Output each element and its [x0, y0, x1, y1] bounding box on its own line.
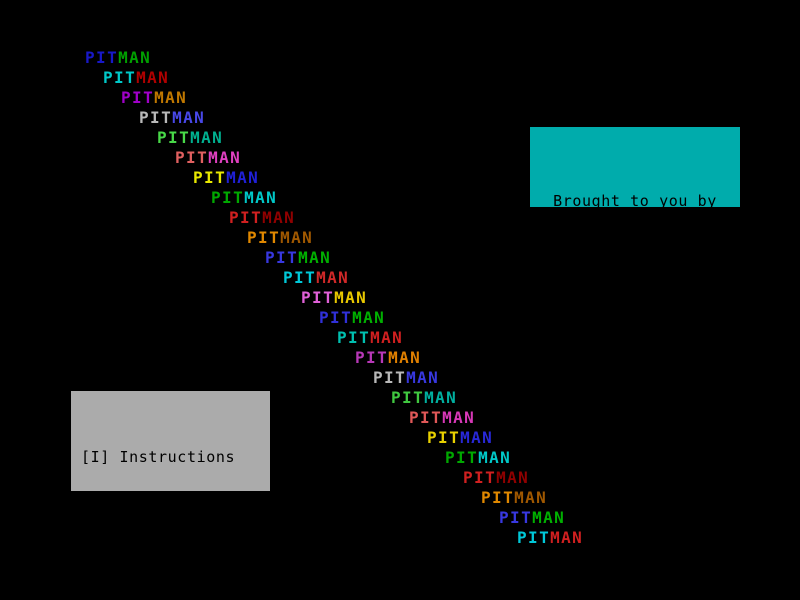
title-word-21-part-two: MAN — [478, 448, 512, 467]
title-word-9: PITMAN — [229, 210, 295, 226]
menu-item-play[interactable]: [P] Play — [81, 508, 159, 526]
title-word-20: PITMAN — [427, 430, 493, 446]
title-word-12-part-one: PIT — [283, 268, 317, 287]
title-word-22-part-two: MAN — [496, 468, 530, 487]
title-word-16: PITMAN — [355, 350, 421, 366]
title-word-24-part-one: PIT — [499, 508, 533, 527]
credit-line-two: hitchhikr Softworks — [543, 252, 727, 270]
title-word-16-part-two: MAN — [388, 348, 422, 367]
title-word-8-part-two: MAN — [244, 188, 278, 207]
title-word-14: PITMAN — [319, 310, 385, 326]
title-word-25: PITMAN — [517, 530, 583, 546]
title-word-13-part-one: PIT — [301, 288, 335, 307]
title-word-6: PITMAN — [175, 150, 241, 166]
title-word-5-part-one: PIT — [157, 128, 191, 147]
main-menu[interactable]: [I] Instructions [P] Play [S] Starting l… — [71, 391, 270, 586]
title-word-7: PITMAN — [193, 170, 259, 186]
title-word-20-part-one: PIT — [427, 428, 461, 447]
title-word-18-part-one: PIT — [391, 388, 425, 407]
title-word-6-part-one: PIT — [175, 148, 209, 167]
title-word-13-part-two: MAN — [334, 288, 368, 307]
title-word-16-part-one: PIT — [355, 348, 389, 367]
title-word-7-part-one: PIT — [193, 168, 227, 187]
credit-box: Brought to you by hitchhikr Softworks — [530, 127, 740, 270]
title-word-22: PITMAN — [463, 470, 529, 486]
title-word-22-part-one: PIT — [463, 468, 497, 487]
title-word-15: PITMAN — [337, 330, 403, 346]
title-word-1: PITMAN — [85, 50, 151, 66]
title-word-2: PITMAN — [103, 70, 169, 86]
title-word-18-part-two: MAN — [424, 388, 458, 407]
title-word-11-part-one: PIT — [265, 248, 299, 267]
title-word-13: PITMAN — [301, 290, 367, 306]
title-word-5-part-two: MAN — [190, 128, 224, 147]
title-word-24-part-two: MAN — [532, 508, 566, 527]
title-word-2-part-one: PIT — [103, 68, 137, 87]
title-word-18: PITMAN — [391, 390, 457, 406]
title-word-21: PITMAN — [445, 450, 511, 466]
title-word-11: PITMAN — [265, 250, 331, 266]
title-word-19: PITMAN — [409, 410, 475, 426]
title-word-4-part-one: PIT — [139, 108, 173, 127]
title-word-21-part-one: PIT — [445, 448, 479, 467]
title-word-10-part-two: MAN — [280, 228, 314, 247]
title-word-20-part-two: MAN — [460, 428, 494, 447]
title-word-23-part-one: PIT — [481, 488, 515, 507]
title-word-7-part-two: MAN — [226, 168, 260, 187]
title-word-1-part-one: PIT — [85, 48, 119, 67]
title-word-25-part-one: PIT — [517, 528, 551, 547]
title-word-5: PITMAN — [157, 130, 223, 146]
title-word-12-part-two: MAN — [316, 268, 350, 287]
title-word-9-part-two: MAN — [262, 208, 296, 227]
title-word-1-part-two: MAN — [118, 48, 152, 67]
title-word-6-part-two: MAN — [208, 148, 242, 167]
title-word-24: PITMAN — [499, 510, 565, 526]
title-word-14-part-two: MAN — [352, 308, 386, 327]
title-word-23: PITMAN — [481, 490, 547, 506]
title-word-17-part-one: PIT — [373, 368, 407, 387]
title-word-4: PITMAN — [139, 110, 205, 126]
title-word-3: PITMAN — [121, 90, 187, 106]
title-word-14-part-one: PIT — [319, 308, 353, 327]
menu-item-instructions[interactable]: [I] Instructions — [81, 448, 236, 466]
title-word-10-part-one: PIT — [247, 228, 281, 247]
title-word-3-part-two: MAN — [154, 88, 188, 107]
title-word-17-part-two: MAN — [406, 368, 440, 387]
title-word-23-part-two: MAN — [514, 488, 548, 507]
title-word-15-part-two: MAN — [370, 328, 404, 347]
title-word-15-part-one: PIT — [337, 328, 371, 347]
title-word-9-part-one: PIT — [229, 208, 263, 227]
title-word-4-part-two: MAN — [172, 108, 206, 127]
title-word-25-part-two: MAN — [550, 528, 584, 547]
title-word-19-part-two: MAN — [442, 408, 476, 427]
title-word-12: PITMAN — [283, 270, 349, 286]
title-word-11-part-two: MAN — [298, 248, 332, 267]
title-word-3-part-one: PIT — [121, 88, 155, 107]
credit-line-one: Brought to you by — [553, 192, 717, 210]
title-word-2-part-two: MAN — [136, 68, 170, 87]
title-word-19-part-one: PIT — [409, 408, 443, 427]
title-word-8: PITMAN — [211, 190, 277, 206]
title-word-8-part-one: PIT — [211, 188, 245, 207]
title-word-17: PITMAN — [373, 370, 439, 386]
menu-item-starting-level[interactable]: [S] Starting level — [81, 568, 255, 586]
title-word-10: PITMAN — [247, 230, 313, 246]
